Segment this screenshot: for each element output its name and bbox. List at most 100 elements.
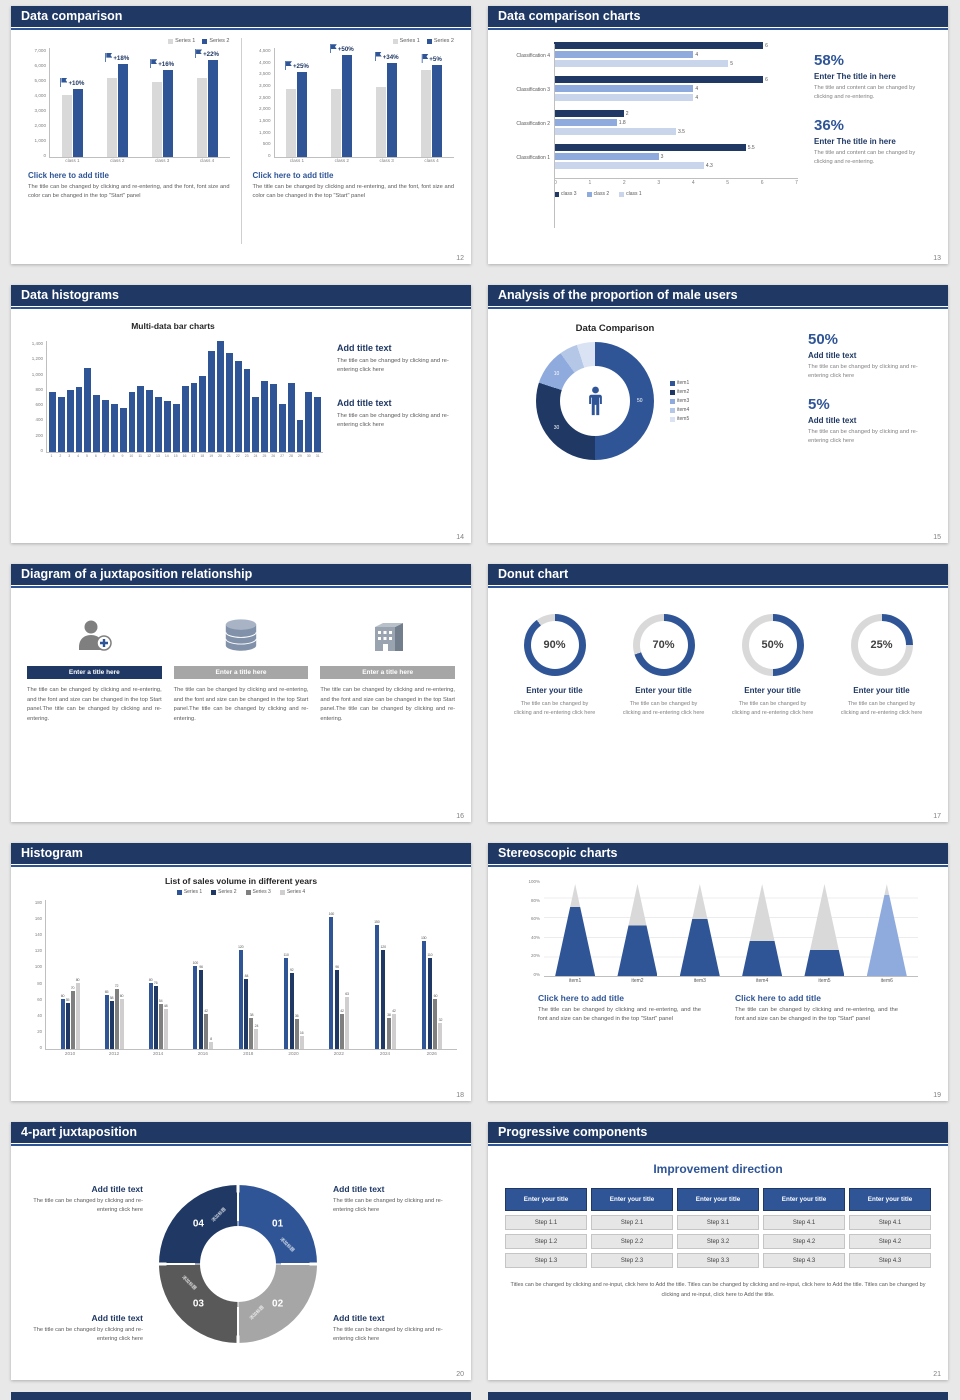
- value-label: 96: [335, 964, 339, 969]
- segment-number: 01: [272, 1218, 284, 1230]
- icon-box: [320, 612, 455, 660]
- bar: [204, 1014, 209, 1049]
- x-tick-label: 3: [657, 180, 661, 186]
- growth-value: +18%: [113, 54, 130, 62]
- bar: [102, 400, 109, 452]
- legend-swatch: [426, 38, 432, 44]
- legend-label: class 2: [593, 191, 610, 197]
- bar-wrap: 110: [427, 900, 433, 1049]
- value-label: 120: [238, 944, 244, 949]
- slide-title: Data comparison charts: [498, 9, 641, 23]
- bar: [243, 368, 251, 452]
- legend-item: class 1: [619, 191, 642, 197]
- value-label: 3: [660, 153, 664, 160]
- step-column: Enter your title Step 4.1 Step 4.2 Step 4.3: [849, 1188, 931, 1268]
- x-tick-label: 8: [112, 454, 115, 458]
- legend-label: Series 2: [209, 38, 230, 44]
- x-tick-label: class 1: [65, 158, 80, 163]
- y-tick-label: 4,500: [259, 48, 271, 53]
- block-heading: Click here to add title: [735, 993, 821, 1003]
- slide-16-juxtaposition-diagram[interactable]: Diagram of a juxtaposition relationship …: [11, 564, 471, 822]
- stat-percent: 50%: [808, 331, 839, 348]
- x-tick-label: 18: [200, 454, 205, 458]
- bar: [554, 144, 746, 151]
- value-label: 84: [244, 974, 249, 979]
- value-label: 42: [392, 1009, 396, 1014]
- bar: [421, 941, 426, 1049]
- text-block: Add title text The title can be changed …: [337, 343, 459, 376]
- series1-bar: [196, 77, 207, 157]
- bar-group: +22% class 4: [185, 48, 230, 163]
- y-tick-label: 400: [35, 417, 43, 423]
- slide-content: 100% 80% 60% 40% 20% 0% item1 item2 item3 item4 i…: [488, 869, 948, 1091]
- header-rule: [488, 28, 948, 30]
- growth-value: +16%: [158, 61, 175, 69]
- series2-bar: [432, 64, 443, 157]
- column-chart: 4,500 4,000 3,500 3,000 2,500 2,000 1,500 1,000…: [253, 44, 454, 163]
- slide-15-male-users-proportion[interactable]: Analysis of the proportion of male users…: [488, 285, 948, 543]
- x-tick-label: class 3: [155, 158, 170, 163]
- value-label: 5: [730, 60, 734, 67]
- step-cell: Step 4.1: [849, 1215, 931, 1230]
- value-label: 2: [625, 110, 629, 117]
- slide-title-bar: Progressive components: [488, 1122, 948, 1143]
- bar-wrap: 65: [104, 900, 109, 1049]
- bar: [65, 1003, 70, 1049]
- step-cell: Step 1.1: [505, 1215, 587, 1230]
- slide-title: Diagram of a juxtaposition relationship: [21, 567, 253, 581]
- slice-label: 30: [553, 425, 560, 432]
- text-block: Add title text The title can be changed …: [333, 1313, 451, 1344]
- x-tick-label: 17: [191, 454, 196, 458]
- x-tick-label: 25: [262, 454, 267, 458]
- bar: [163, 1009, 168, 1049]
- y-tick-label: 0: [267, 152, 271, 158]
- y-tick-label: 140: [34, 932, 42, 938]
- slide-18-histogram[interactable]: Histogram List of sales volume in differ…: [11, 843, 471, 1101]
- slide-content: Series 1 Series 2 7,000 6,000 5,000 4,000 3,0…: [11, 32, 471, 254]
- slide-14-data-histograms[interactable]: Data histograms Multi-data bar charts 1,…: [11, 285, 471, 543]
- bar-wrap: 42: [391, 900, 396, 1049]
- grouped-bar-chart: 180 160 140 120 100 80 60 40 20 0 60 55 70 80 2010 65 5…: [25, 900, 457, 1056]
- bar-wrap: 38: [249, 900, 254, 1049]
- bar: [374, 924, 379, 1049]
- slide-19-stereoscopic-charts[interactable]: Stereoscopic charts 100% 80% 60% 40% 20% 0% i…: [488, 843, 948, 1101]
- ring-title: Enter your title: [853, 686, 910, 695]
- bar: [209, 1042, 214, 1049]
- stat-heading: Enter The title in here: [814, 72, 896, 81]
- value-label: 6: [765, 76, 768, 83]
- title-bar: Enter a title here: [173, 666, 309, 679]
- next-row-partial: [11, 1392, 948, 1400]
- flag-icon: [421, 53, 428, 63]
- bar: [84, 367, 92, 452]
- bar: [146, 390, 154, 452]
- value-label: 150: [374, 919, 380, 924]
- plot-area: +10% class 1 +18% class 2 +16% class 3 +22% cla…: [49, 48, 230, 163]
- block-body: The title can be changed by clicking and…: [33, 1326, 143, 1342]
- growth-badge: +22%: [195, 49, 219, 59]
- value-label: 4: [695, 94, 699, 101]
- header-rule: [488, 1144, 948, 1146]
- slide-20-4-part-juxtaposition[interactable]: 4-part juxtaposition Add title text The …: [11, 1122, 471, 1380]
- bar-wrap: 76: [153, 900, 158, 1049]
- legend-swatch: [554, 191, 559, 197]
- segment-number: 03: [192, 1298, 204, 1310]
- category-bars: 5.5 3 4.3: [554, 144, 798, 171]
- left-text-column: Add title text The title can be changed …: [25, 1176, 143, 1352]
- slide-17-donut-chart[interactable]: Donut chart 90% Enter your title The title…: [488, 564, 948, 822]
- slide-21-progressive-components[interactable]: Progressive components Improvement direc…: [488, 1122, 948, 1380]
- legend-item: class 2: [586, 191, 610, 197]
- slide-12-data-comparison[interactable]: Data comparison Series 1 Series 2 7,000 6,…: [11, 6, 471, 264]
- partial-slide-header[interactable]: [488, 1392, 948, 1400]
- value-label: 38: [249, 1012, 254, 1017]
- bar: [554, 153, 659, 160]
- bar-pair: [196, 48, 218, 157]
- bar-pair: [286, 48, 308, 157]
- value-label: 42: [340, 1009, 344, 1014]
- legend-label: Series 2: [433, 38, 454, 44]
- bar: [225, 352, 233, 452]
- bar-row: 2: [554, 110, 798, 117]
- page-number: 20: [456, 1371, 464, 1378]
- partial-slide-header[interactable]: [11, 1392, 471, 1400]
- slide-13-data-comparison-charts[interactable]: Data comparison charts Classification 4 6…: [488, 6, 948, 264]
- bar-pair: [106, 48, 128, 157]
